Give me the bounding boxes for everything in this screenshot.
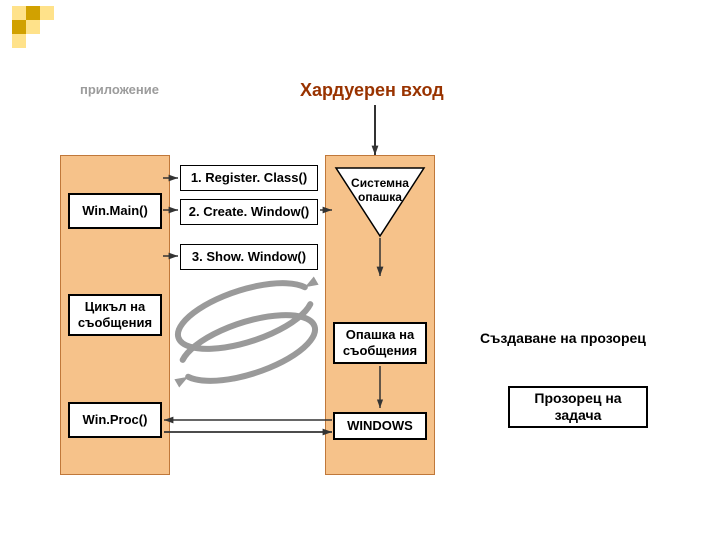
windows-os-box: WINDOWS xyxy=(333,412,427,440)
winproc-label: Win.Proc() xyxy=(83,412,148,428)
task-window-line1: Прозорец на xyxy=(534,390,621,406)
message-loop-label: Цикъл на съобщения xyxy=(74,299,156,332)
message-queue-line2: съобщения xyxy=(343,343,417,358)
deco-square xyxy=(26,6,40,20)
deco-square xyxy=(12,20,26,34)
task-window-line2: задача xyxy=(555,407,602,423)
task-window-box: Прозорец на задача xyxy=(508,386,648,428)
deco-square xyxy=(12,6,26,20)
winmain-label: Win.Main() xyxy=(82,203,148,219)
message-queue-line1: Опашка на xyxy=(346,327,414,342)
register-class-box: 1. Register. Class() xyxy=(180,165,318,191)
message-loop-box: Цикъл на съобщения xyxy=(68,294,162,336)
hardware-input-label: Хардуерен вход xyxy=(300,80,444,101)
show-window-label: 3. Show. Window() xyxy=(192,249,306,265)
windows-label: WINDOWS xyxy=(347,418,413,434)
create-window-right-label: Създаване на прозорец xyxy=(480,330,646,346)
deco-square xyxy=(26,20,40,34)
create-window-label: 2. Create. Window() xyxy=(189,204,310,220)
system-queue-label: Системна опашка xyxy=(348,176,412,205)
message-queue-box: Опашка на съобщения xyxy=(333,322,427,364)
register-class-label: 1. Register. Class() xyxy=(191,170,307,186)
winmain-box: Win.Main() xyxy=(68,193,162,229)
deco-square xyxy=(40,6,54,20)
create-window-box: 2. Create. Window() xyxy=(180,199,318,225)
winproc-box: Win.Proc() xyxy=(68,402,162,438)
deco-square xyxy=(12,34,26,48)
app-label: приложение xyxy=(80,82,159,97)
show-window-box: 3. Show. Window() xyxy=(180,244,318,270)
diagram-stage: приложение Хардуерен вход Win.Main() Цик… xyxy=(0,0,720,540)
